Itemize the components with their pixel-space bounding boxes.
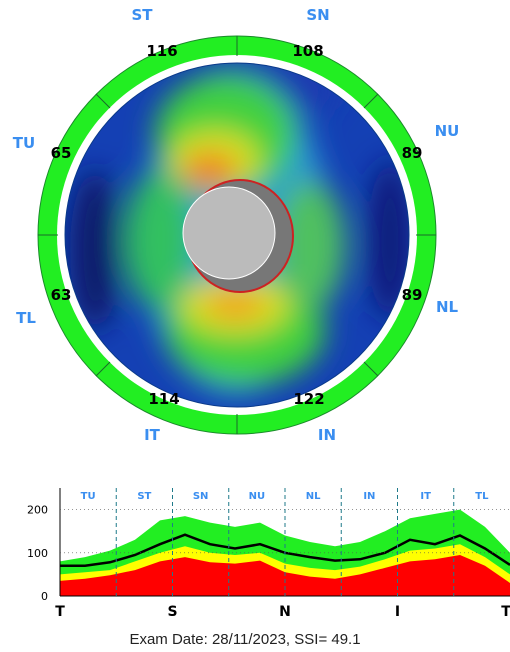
value-st: 116 bbox=[146, 42, 177, 60]
thickness-map: ST SN NU NL IN IT TL TU 116 108 89 89 12… bbox=[13, 6, 460, 444]
label-in: IN bbox=[318, 426, 336, 444]
label-sn: SN bbox=[306, 6, 329, 24]
sector-top-label: IT bbox=[420, 491, 431, 502]
heatmap-disk bbox=[65, 63, 409, 407]
sector-top-label: NU bbox=[249, 491, 266, 502]
x-tick-label: N bbox=[279, 604, 291, 620]
sector-top-label: TU bbox=[81, 491, 96, 502]
exam-info: Exam Date: 28/11/2023, SSI= 49.1 bbox=[129, 631, 360, 648]
x-tick-label: I bbox=[395, 604, 400, 620]
sector-top-label: TL bbox=[475, 491, 489, 502]
value-nu: 89 bbox=[402, 144, 423, 162]
label-nl: NL bbox=[436, 298, 459, 316]
label-tl: TL bbox=[16, 309, 36, 327]
sector-top-label: ST bbox=[137, 491, 151, 502]
x-tick-label: T bbox=[501, 604, 510, 620]
x-tick-label: S bbox=[167, 604, 177, 620]
value-nl: 89 bbox=[402, 286, 423, 304]
label-nu: NU bbox=[435, 122, 460, 140]
optic-cup bbox=[182, 179, 294, 293]
disk-border bbox=[64, 62, 410, 408]
label-tu: TU bbox=[13, 134, 35, 152]
value-in: 122 bbox=[293, 390, 324, 408]
x-tick-label: T bbox=[55, 604, 65, 620]
label-st: ST bbox=[131, 6, 153, 24]
sector-dividers bbox=[38, 36, 436, 434]
label-it: IT bbox=[144, 426, 161, 444]
sector-top-label: SN bbox=[193, 491, 209, 502]
y-tick-label: 100 bbox=[27, 547, 48, 560]
value-tl: 63 bbox=[51, 286, 72, 304]
value-it: 114 bbox=[148, 390, 179, 408]
value-tu: 65 bbox=[51, 144, 72, 162]
value-sn: 108 bbox=[292, 42, 323, 60]
y-tick-label: 0 bbox=[41, 590, 48, 603]
y-tick-label: 200 bbox=[27, 504, 48, 517]
sector-top-label: NL bbox=[306, 491, 321, 502]
sector-top-label: IN bbox=[363, 491, 375, 502]
